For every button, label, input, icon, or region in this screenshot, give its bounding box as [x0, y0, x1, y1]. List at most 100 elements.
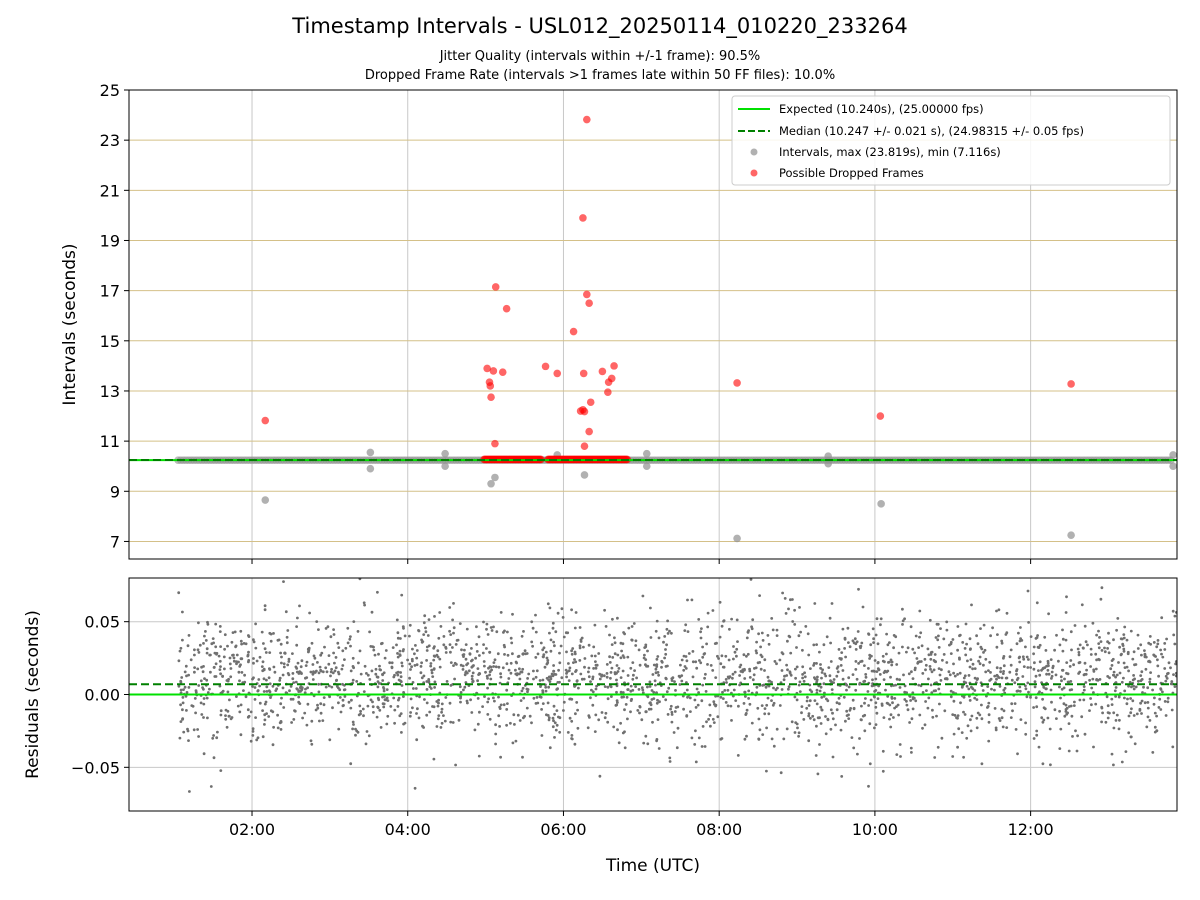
residual-point	[476, 679, 479, 682]
residual-point	[951, 713, 954, 716]
residual-point	[341, 664, 344, 667]
residual-point	[542, 655, 545, 658]
residual-point	[444, 696, 447, 699]
residual-point	[202, 642, 205, 645]
residual-point	[328, 654, 331, 657]
residual-point	[441, 708, 444, 711]
residual-point	[425, 630, 428, 633]
residual-point	[1071, 735, 1074, 738]
residual-point	[494, 733, 497, 736]
residual-point	[199, 644, 202, 647]
residual-point	[365, 672, 368, 675]
residuals-data	[129, 577, 1178, 793]
residual-point	[611, 667, 614, 670]
residual-point	[527, 673, 530, 676]
residual-point	[324, 666, 327, 669]
residual-point	[756, 707, 759, 710]
residual-point	[670, 632, 673, 635]
residual-point	[280, 662, 283, 665]
residual-point	[395, 644, 398, 647]
residual-point	[332, 628, 335, 631]
residual-point	[347, 642, 350, 645]
residual-point	[1082, 647, 1085, 650]
residual-point	[1063, 715, 1066, 718]
residual-point	[976, 677, 979, 680]
residual-point	[371, 701, 374, 704]
residual-point	[247, 659, 250, 662]
residual-point	[352, 723, 355, 726]
residual-point	[863, 702, 866, 705]
residual-point	[524, 652, 527, 655]
residual-point	[615, 691, 618, 694]
residual-point	[801, 649, 804, 652]
residual-point	[469, 653, 472, 656]
residual-point	[1049, 728, 1052, 731]
residual-point	[323, 703, 326, 706]
residual-point	[235, 660, 238, 663]
residual-point	[1057, 660, 1060, 663]
residual-point	[224, 714, 227, 717]
residual-point	[1112, 638, 1115, 641]
residual-point	[825, 732, 828, 735]
residual-point	[1015, 673, 1018, 676]
residual-point	[1167, 700, 1170, 703]
residual-point	[1063, 678, 1066, 681]
residual-point	[654, 679, 657, 682]
residual-point	[797, 735, 800, 738]
y-tick-label: −0.05	[71, 758, 120, 777]
residual-point	[1163, 667, 1166, 670]
residual-point	[727, 676, 730, 679]
residual-point	[449, 721, 452, 724]
residual-point	[457, 639, 460, 642]
residual-point	[871, 678, 874, 681]
residual-point	[531, 645, 534, 648]
residual-point	[705, 720, 708, 723]
residual-point	[1059, 728, 1062, 731]
residual-point	[881, 704, 884, 707]
residual-point	[692, 660, 695, 663]
residual-point	[429, 665, 432, 668]
residual-point	[441, 722, 444, 725]
residual-point	[705, 690, 708, 693]
residual-point	[450, 661, 453, 664]
residual-point	[262, 735, 265, 738]
residual-point	[730, 705, 733, 708]
residual-point	[798, 606, 801, 609]
residual-point	[601, 711, 604, 714]
residual-point	[282, 580, 285, 583]
residual-point	[459, 701, 462, 704]
residual-point	[813, 662, 816, 665]
residual-point	[1042, 762, 1045, 765]
residual-point	[643, 654, 646, 657]
residual-point	[750, 625, 753, 628]
residual-point	[542, 702, 545, 705]
residual-point	[371, 645, 374, 648]
residual-point	[1109, 667, 1112, 670]
residual-point	[478, 711, 481, 714]
residual-point	[880, 617, 883, 620]
residual-point	[474, 729, 477, 732]
residual-point	[536, 702, 539, 705]
residual-point	[847, 641, 850, 644]
residual-point	[758, 718, 761, 721]
residual-point	[848, 686, 851, 689]
residual-point	[272, 632, 275, 635]
residual-point	[1006, 612, 1009, 615]
residual-point	[411, 706, 414, 709]
residual-point	[885, 633, 888, 636]
residual-point	[919, 631, 922, 634]
residual-point	[273, 666, 276, 669]
residual-point	[1069, 659, 1072, 662]
residual-point	[1054, 708, 1057, 711]
residual-point	[1113, 671, 1116, 674]
residual-point	[689, 710, 692, 713]
residual-point	[927, 678, 930, 681]
residual-point	[392, 646, 395, 649]
residual-point	[374, 673, 377, 676]
residual-point	[466, 700, 469, 703]
dropped-frame-point	[599, 368, 607, 376]
residual-point	[1122, 633, 1125, 636]
residual-point	[323, 646, 326, 649]
residual-point	[1078, 661, 1081, 664]
residual-point	[196, 728, 199, 731]
